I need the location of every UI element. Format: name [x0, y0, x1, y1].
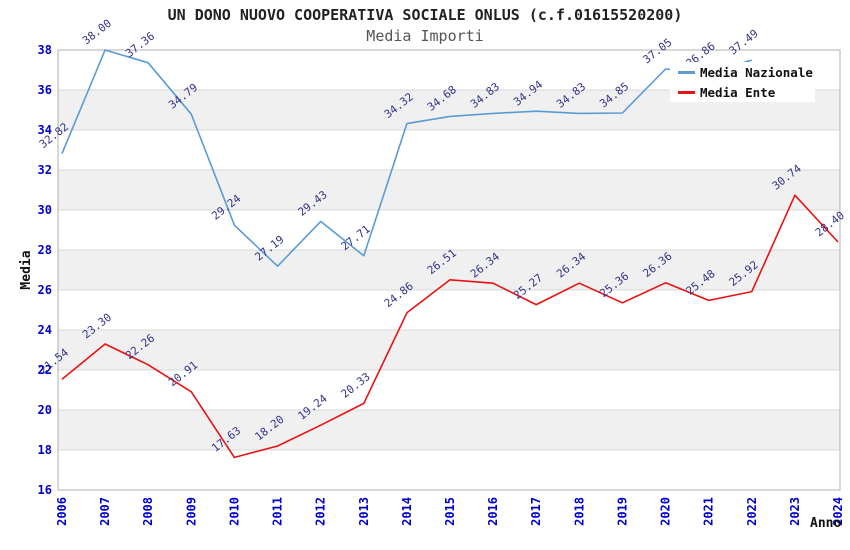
x-tick-label: 2023: [788, 497, 802, 526]
x-axis-title: Anno: [810, 516, 841, 531]
x-tick-label: 2016: [486, 497, 500, 526]
x-tick-label: 2009: [184, 497, 198, 526]
data-label: 28.40: [813, 209, 847, 240]
x-tick-label: 2012: [314, 497, 328, 526]
x-tick-label: 2017: [529, 497, 543, 526]
legend: Media Nazionale Media Ente: [670, 62, 815, 102]
chart-title: UN DONO NUOVO COOPERATIVA SOCIALE ONLUS …: [168, 6, 683, 24]
y-axis-title: Media: [19, 250, 34, 289]
x-tick-label: 2008: [141, 497, 155, 526]
legend-marker-media-ente: [678, 91, 695, 94]
y-tick-label: 26: [38, 283, 52, 297]
x-tick-label: 2014: [400, 497, 414, 526]
x-tick-label: 2010: [227, 497, 241, 526]
x-tick-label: 2020: [659, 497, 673, 526]
chart-subtitle: Media Importi: [366, 27, 483, 45]
legend-label: Media Nazionale: [700, 65, 813, 80]
series-line-media-nazionale: [61, 49, 753, 267]
x-tick-label: 2018: [572, 497, 586, 526]
data-label: 37.49: [727, 27, 761, 58]
y-tick-label: 34: [38, 123, 52, 137]
legend-box: [670, 62, 815, 102]
series-line-media-ente: [61, 194, 839, 459]
y-tick-label: 36: [38, 83, 52, 97]
legend-label: Media Ente: [700, 85, 776, 100]
x-tick-label: 2011: [271, 497, 285, 526]
y-tick-label: 22: [38, 363, 52, 377]
data-label: 38.00: [80, 17, 114, 48]
y-tick-label: 32: [38, 163, 52, 177]
y-tick-label: 20: [38, 403, 52, 417]
x-tick-label: 2022: [745, 497, 759, 526]
y-tick-label: 18: [38, 443, 52, 457]
y-tick-label: 30: [38, 203, 52, 217]
data-label: 37.05: [640, 36, 674, 67]
plot-band: [58, 170, 840, 210]
plot-band: [58, 330, 840, 370]
y-tick-label: 38: [38, 43, 52, 57]
y-tick-label: 24: [38, 323, 52, 337]
plot-band: [58, 410, 840, 450]
x-tick-label: 2007: [98, 497, 112, 526]
y-tick-label: 28: [38, 243, 52, 257]
x-tick-label: 2021: [702, 497, 716, 526]
x-tick-label: 2006: [55, 497, 69, 526]
x-tick-label: 2013: [357, 497, 371, 526]
x-tick-label: 2024: [831, 497, 845, 526]
x-tick-label: 2019: [615, 497, 629, 526]
legend-marker-media-nazionale: [678, 71, 695, 74]
x-tick-label: 2015: [443, 497, 457, 526]
y-tick-label: 16: [38, 483, 52, 497]
plot-band: [58, 250, 840, 290]
data-label: 37.36: [123, 30, 157, 61]
plot-border: [57, 49, 841, 491]
